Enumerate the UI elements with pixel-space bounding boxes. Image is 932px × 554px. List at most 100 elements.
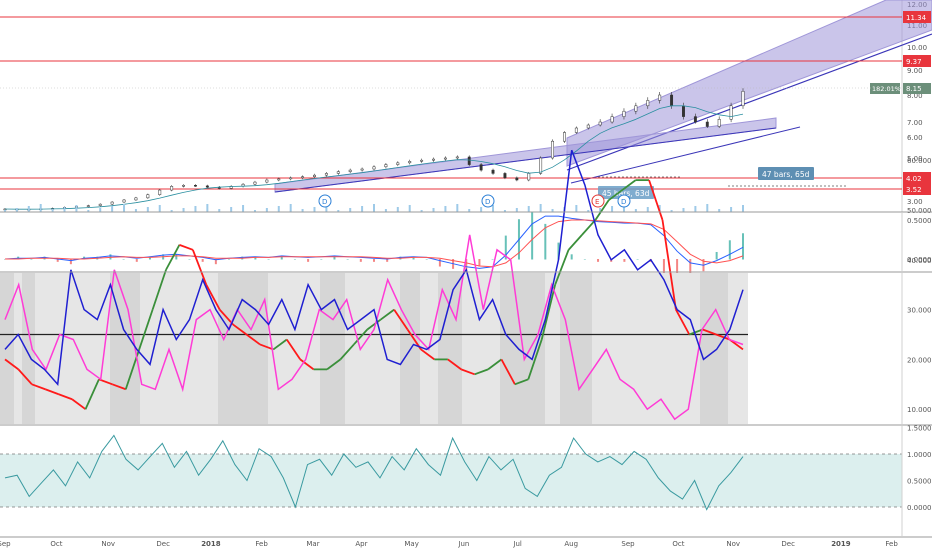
di-minus-segment (393, 309, 409, 331)
di-minus-segment (675, 309, 691, 335)
candle-body (324, 173, 328, 176)
adx-line (4, 149, 744, 387)
di-minus-segment (474, 368, 489, 376)
oscillator-tick-label: 0.5000 (907, 478, 932, 486)
price-tick-label: 6.00 (907, 134, 923, 142)
candle-body (372, 166, 376, 170)
time-axis-label: 2018 (201, 540, 221, 548)
di-minus-segment (179, 244, 194, 251)
volume-bar (611, 206, 614, 212)
candle-body (741, 91, 745, 107)
di-minus-segment (232, 323, 248, 336)
macd-histogram-bar (373, 259, 375, 262)
time-axis-label: Jul (512, 540, 522, 548)
di-minus-segment (648, 179, 664, 221)
volume-bar (503, 210, 506, 212)
candle-body (622, 110, 626, 117)
di-minus-segment (540, 284, 557, 340)
di-minus-segment (366, 318, 382, 331)
dmi-panel[interactable]: 60.0000 50.0000 40.0000 30.0000 20.0000 10.00… (0, 149, 932, 424)
oscillator-band (0, 454, 902, 507)
di-minus-segment (420, 348, 435, 361)
di-minus-segment (514, 378, 529, 386)
event-marker-letter: E (595, 198, 599, 206)
dmi-shade-block (218, 273, 268, 424)
last-price-text: 8.15 (906, 85, 922, 93)
candle-body (98, 203, 102, 206)
pct-label-text: 182.01% (872, 85, 901, 93)
volume-bar (15, 208, 18, 212)
candle-body (265, 179, 269, 183)
candle-body (396, 162, 400, 165)
time-axis-label: Oct (672, 540, 684, 548)
macd-histogram-bar (623, 259, 626, 262)
trend-line (570, 126, 801, 184)
candle-body (158, 189, 162, 195)
candle-body (253, 181, 257, 185)
macd-histogram-bar (531, 212, 534, 260)
volume-bar (289, 204, 292, 212)
di-minus-segment (165, 244, 181, 271)
dmi-tick-label: 50.0000 (907, 207, 932, 215)
macd-histogram-bar (636, 259, 639, 260)
macd-histogram-bar (69, 259, 72, 265)
last-price-box (903, 83, 931, 94)
dmi-shade-block (0, 273, 14, 424)
volume-bar (515, 208, 518, 212)
candle-body (432, 158, 435, 161)
macd-histogram-bar (293, 259, 296, 260)
di-minus-segment (205, 284, 221, 311)
volume-bar (170, 210, 173, 212)
macd-histogram-bar (201, 259, 204, 262)
oscillator-panel[interactable]: 1.5000 1.0000 0.5000 0.0000 (0, 425, 932, 537)
macd-histogram-bar (478, 259, 481, 267)
macd-histogram-bar (504, 235, 507, 260)
volume-bar (420, 210, 423, 212)
price-tick-label: 9.00 (907, 67, 923, 75)
event-marker (318, 194, 332, 208)
volume-bar (646, 207, 649, 212)
event-marker (481, 194, 495, 208)
macd-histogram-bar (662, 259, 665, 279)
candle-body (122, 199, 126, 203)
price-panel[interactable]: 12.0011.0010.009.008.007.006.005.004.003… (0, 0, 932, 212)
di-minus-segment (715, 333, 730, 341)
level-label-box (903, 55, 931, 67)
macd-histogram-bar (214, 259, 217, 265)
di-minus-segment (594, 199, 610, 221)
level-label-box (903, 11, 931, 23)
di-minus-segment (500, 358, 516, 385)
candle-body (491, 169, 495, 174)
candle-body (205, 185, 209, 188)
macd-histogram-bar (425, 259, 428, 260)
macd-histogram-bar (188, 259, 191, 260)
level-label-box (903, 172, 931, 184)
di-minus-segment (487, 358, 503, 371)
time-axis: Sep Oct Nov Dec 2018 Feb Mar Apr May Jun Jul Aug Sep… (0, 540, 898, 548)
macd-histogram-bar (122, 259, 125, 260)
volume-bar (539, 204, 542, 212)
volume-bar (396, 207, 399, 212)
volume-bar (456, 204, 459, 212)
di-minus-segment (339, 343, 355, 361)
volume-bar (313, 207, 316, 212)
volume-bar (75, 205, 78, 212)
volume-bar (277, 206, 280, 212)
di-minus-segment (621, 179, 637, 191)
volume-bar (527, 206, 530, 212)
volume-bar (51, 209, 54, 212)
price-tick-label: 3.00 (907, 198, 923, 206)
di-minus-segment (138, 309, 154, 350)
range-annotation-box (758, 167, 814, 180)
candle-body (705, 121, 709, 127)
candle-body (134, 197, 138, 201)
candle-body (574, 127, 578, 133)
di-minus-segment (192, 249, 208, 286)
di-minus-segment (353, 328, 368, 346)
price-tick-label: 7.00 (907, 119, 923, 127)
volume-bar (384, 209, 387, 212)
di-minus-segment (554, 249, 570, 286)
pct-label-box (870, 83, 900, 94)
candle-body (360, 168, 364, 171)
